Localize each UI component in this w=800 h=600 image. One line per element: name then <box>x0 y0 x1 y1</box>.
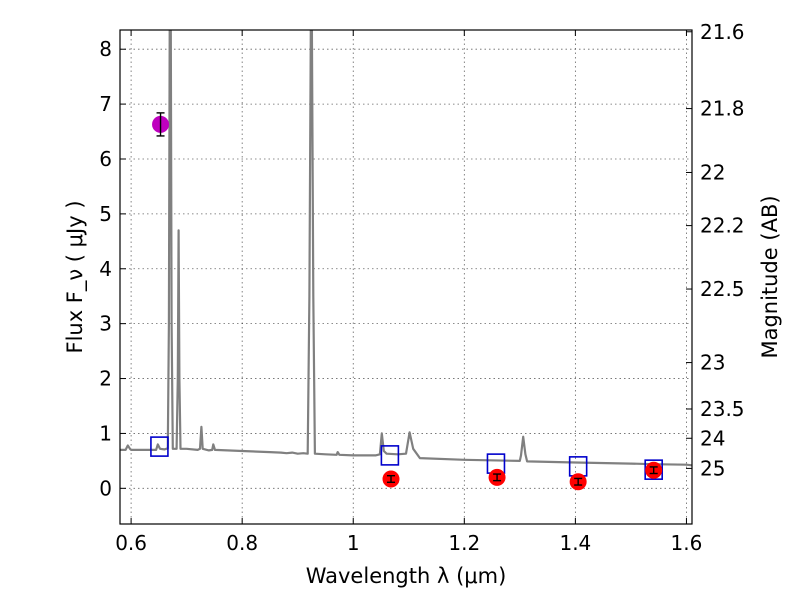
right-tick-label: 22.2 <box>700 214 745 238</box>
right-tick-label: 23.5 <box>700 397 745 421</box>
model-spectrum-line <box>120 30 692 467</box>
y-tick-label: 0 <box>99 476 112 500</box>
y-tick-label: 7 <box>99 92 112 116</box>
data-layer <box>120 30 692 467</box>
model-photometry-square <box>380 445 400 466</box>
y-tick-label: 4 <box>99 257 112 281</box>
x-tick-label: 1.6 <box>671 531 703 555</box>
right-tick-label: 25 <box>700 456 725 480</box>
right-tick-label: 24 <box>700 426 725 450</box>
y-tick-label: 2 <box>99 367 112 391</box>
y-axis-label: Flux F_ν ( μJy ) <box>63 200 88 353</box>
x-tick-label: 1.2 <box>448 531 480 555</box>
y-tick-label: 3 <box>99 312 112 336</box>
x-tick-label: 0.6 <box>115 531 147 555</box>
plot-frame <box>119 29 693 525</box>
right-tick-label: 22.5 <box>700 277 745 301</box>
model-photometry-square <box>150 436 169 457</box>
y-tick-label: 6 <box>99 147 112 171</box>
y-tick-label: 1 <box>99 421 112 445</box>
x-tick-label: 1 <box>347 531 360 555</box>
grid <box>120 30 692 524</box>
x-tick-label: 1.4 <box>559 531 591 555</box>
right-tick-label: 21.6 <box>700 20 745 44</box>
y-tick-label: 8 <box>99 37 112 61</box>
y-tick-label: 5 <box>99 202 112 226</box>
right-tick-label: 22 <box>700 160 725 184</box>
model-photometry-square <box>644 459 663 480</box>
x-axis-label: Wavelength λ (μm) <box>306 564 507 588</box>
right-tick-label: 21.8 <box>700 97 745 121</box>
marker-layer <box>150 112 663 491</box>
x-tick-label: 0.8 <box>226 531 258 555</box>
y-axis-label-right: Magnitude (AB) <box>758 195 782 358</box>
plot-area <box>120 30 692 524</box>
ticks: 0.6 0.8 1 1.2 1.4 1.601234567821.621.82222.22… <box>99 20 744 555</box>
right-tick-label: 23 <box>700 351 725 375</box>
